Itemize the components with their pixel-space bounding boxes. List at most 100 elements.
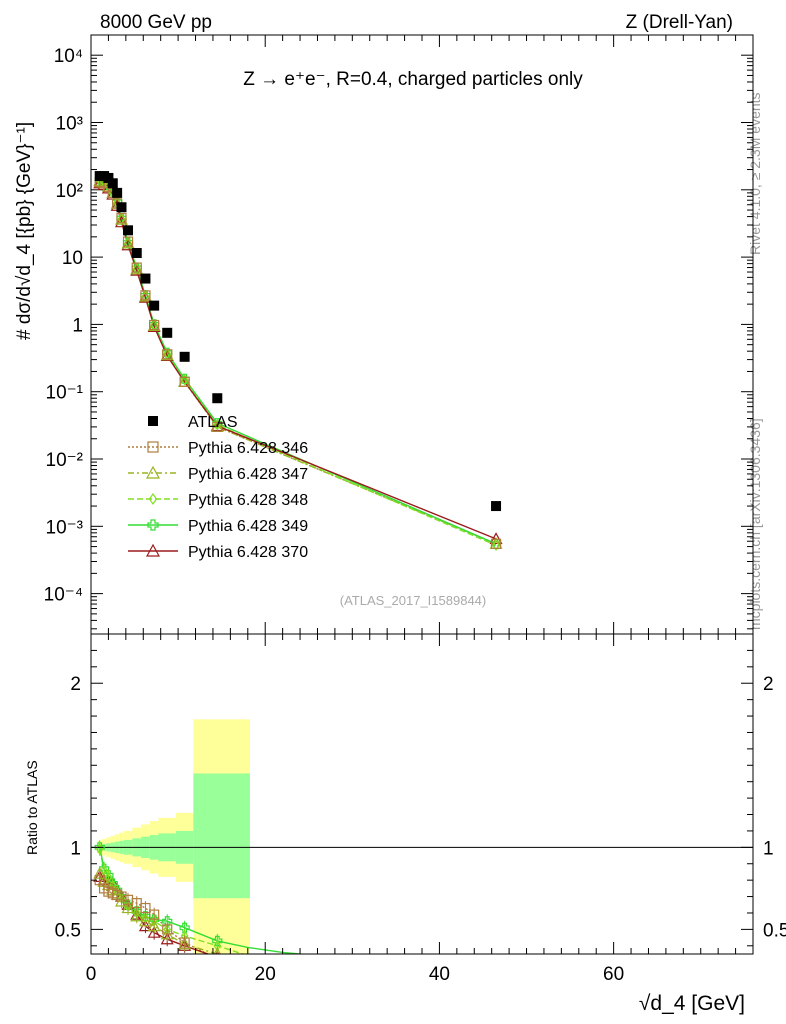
point-p347: [147, 319, 161, 332]
main-ytick-label: 10⁻⁴: [44, 585, 83, 606]
point-p370: [489, 532, 503, 545]
ratio-point-p346: [140, 902, 151, 914]
legend-marker-p370: [145, 543, 161, 557]
point-p346: [116, 212, 127, 224]
series-line-p349: [99, 178, 497, 545]
point-p347: [114, 212, 129, 225]
ratio-point-p347: [121, 901, 135, 914]
point-p346: [149, 319, 160, 331]
main-ytick-labels: 10⁴ 10³ 10² 10 1 10⁻¹ 10⁻² 10⁻³ 10⁻⁴: [44, 46, 83, 605]
point-p348: [180, 374, 189, 386]
ratio-plot-panel: 0.5 0.51 12 20 20 40 60 Ratio to ATLAS √d_4 [G…: [24, 633, 786, 1015]
ratio-series-lines: [93, 840, 308, 954]
point-atlas: [149, 300, 160, 311]
point-atlas: [123, 225, 134, 236]
ratio-point-p346: [179, 937, 190, 948]
point-atlas: [212, 393, 223, 404]
ratio-ytick-label-right: 1: [763, 838, 774, 859]
legend-marker-p346: [147, 441, 159, 453]
point-p347: [160, 348, 174, 361]
point-p347: [138, 289, 152, 302]
ratio-point-p349: [212, 935, 223, 946]
ratio-point-p346: [212, 953, 223, 954]
point-atlas: [103, 172, 114, 183]
ratio-ytick-label-left: 0.5: [55, 920, 81, 941]
xtick-label: 0: [86, 964, 97, 985]
legend-label-p349: Pythia 6.428 349: [188, 518, 308, 535]
ratio-point-p347: [147, 919, 161, 932]
series-line-p347: [99, 180, 497, 545]
point-p346: [490, 538, 502, 549]
point-atlas: [179, 351, 190, 362]
xtick-label: 40: [429, 964, 450, 985]
main-axis-ticks: [90, 35, 753, 634]
ratio-uncertainty-bands: [97, 719, 250, 954]
ratio-point-p370: [147, 925, 161, 938]
header-right: Z (Drell-Yan): [626, 12, 733, 33]
legend-label-p370: Pythia 6.428 370: [188, 544, 308, 561]
ratio-point-p346: [116, 891, 127, 902]
point-atlas: [107, 178, 118, 189]
main-ytick-label: 10³: [56, 113, 83, 134]
point-p348: [213, 419, 222, 431]
ratio-point-p349: [179, 922, 190, 933]
xtick-label: 60: [603, 964, 624, 985]
x-axis-label: √d_4 [GeV]: [639, 992, 745, 1015]
ratio-axis-ticks: [90, 634, 753, 954]
main-ytick-label: 10⁻¹: [46, 383, 84, 404]
ratio-ytick-label-left: 2: [70, 674, 81, 695]
main-ytick-label: 10²: [56, 181, 83, 202]
ratio-ytick-label-right: 0.5: [763, 920, 786, 941]
ratio-point-p346: [162, 924, 173, 935]
point-atlas: [116, 202, 127, 213]
mcplots-label: mcplots.cern.ch [arXiv:1306.3436]: [747, 418, 763, 630]
legend-label-p346: Pythia 6.428 346: [188, 440, 308, 457]
point-p346: [212, 421, 223, 432]
legend-marker-p347: [145, 465, 161, 479]
ratio-point-p347: [138, 914, 152, 927]
main-ytick-label: 1: [72, 315, 83, 336]
legend-marker-atlas: [148, 416, 158, 426]
watermark: (ATLAS_2017_I1589844): [340, 593, 486, 608]
header-left: 8000 GeV pp: [100, 12, 212, 33]
point-p346: [179, 376, 190, 387]
green-band-bin: [193, 773, 250, 899]
ratio-tick-labels: 0.5 0.51 12 20 20 40 60: [55, 674, 786, 985]
main-series-markers: [93, 171, 503, 551]
main-ytick-label: 10⁻²: [46, 450, 84, 471]
point-p348: [163, 347, 172, 360]
main-ytick-label: 10⁴: [54, 46, 83, 67]
point-p346: [140, 290, 151, 301]
point-p346: [162, 349, 173, 360]
series-line-p370: [99, 182, 497, 540]
point-atlas: [491, 501, 502, 512]
point-p348: [492, 539, 500, 551]
legend-marker-p348: [148, 492, 158, 506]
ratio-plot-frame: [90, 633, 754, 955]
point-p370: [114, 215, 129, 228]
main-series-lines: [99, 178, 497, 547]
main-title: Z → e⁺e⁻, R=0.4, charged particles only: [243, 69, 583, 90]
xtick-label: 20: [255, 964, 276, 985]
ratio-point-p346: [149, 909, 160, 920]
legend-label-p348: Pythia 6.428 348: [188, 492, 308, 509]
point-p346: [131, 262, 142, 273]
main-plot-panel: 10⁴ 10³ 10² 10 1 10⁻¹ 10⁻² 10⁻³ 10⁻⁴ Z → e⁺e⁻, R…: [14, 34, 754, 635]
main-ylabel: # dσ/d√d_4 [{pb} {GeV}⁻¹]: [14, 122, 35, 340]
rivet-label: Rivet 4.1.0, ≥ 2.3M events: [747, 92, 763, 255]
point-p347: [130, 262, 144, 275]
point-atlas: [162, 327, 173, 338]
ratio-point-p347: [130, 909, 144, 922]
legend-label-p347: Pythia 6.428 347: [188, 466, 308, 483]
main-ytick-label: 10⁻³: [46, 517, 84, 538]
series-line-p348: [99, 179, 497, 547]
ratio-ytick-label-right: 2: [763, 674, 774, 695]
point-p347: [121, 236, 135, 249]
main-ytick-label: 10: [62, 248, 83, 269]
ratio-ytick-label-left: 1: [70, 838, 81, 859]
point-atlas: [131, 248, 142, 259]
legend-label-atlas: ATLAS: [188, 414, 238, 431]
point-p346: [122, 236, 134, 247]
legend-marker-p349: [147, 519, 159, 531]
